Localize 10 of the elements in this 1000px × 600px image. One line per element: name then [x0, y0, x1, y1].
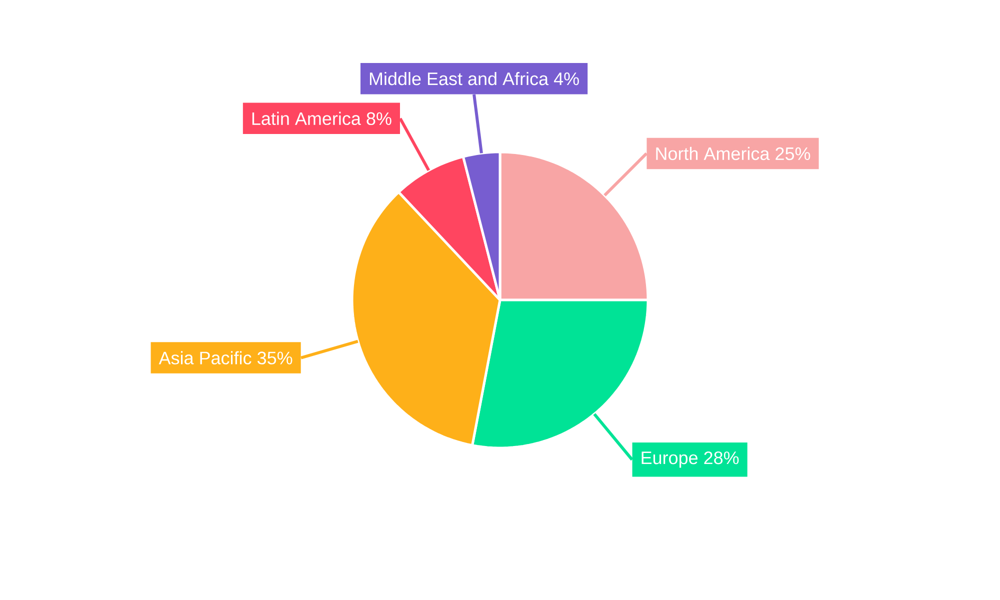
- slice-label: Middle East and Africa: [370, 72, 549, 86]
- data-label: 28%: [704, 451, 739, 464]
- data-label: 8%: [366, 112, 392, 126]
- slice-label: Europe: [642, 452, 698, 468]
- slice-label: Asia Pacific: [158, 351, 252, 364]
- data-label: 4%: [554, 72, 579, 86]
- data-label: 25%: [776, 147, 810, 160]
- slice-label: North America: [656, 146, 770, 160]
- slice-label: Latin America: [252, 112, 361, 126]
- data-label: 35%: [258, 352, 292, 364]
